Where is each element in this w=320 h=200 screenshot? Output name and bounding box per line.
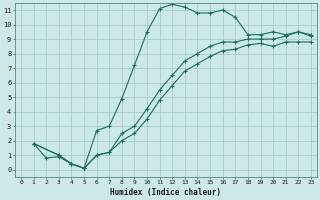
X-axis label: Humidex (Indice chaleur): Humidex (Indice chaleur): [110, 188, 221, 197]
